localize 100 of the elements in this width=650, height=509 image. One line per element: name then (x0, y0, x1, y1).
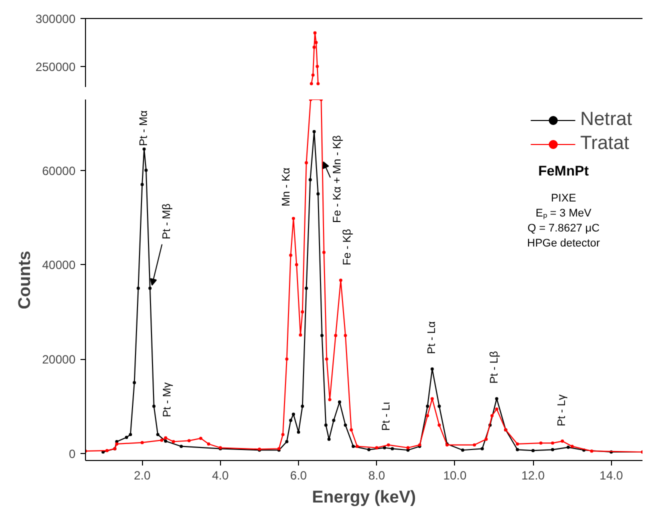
point (304, 161, 308, 164)
point (316, 64, 319, 68)
annotation: Pt - Lγ (556, 394, 568, 426)
point (156, 432, 160, 436)
point (438, 404, 441, 408)
point (140, 182, 144, 186)
y-tick-label: 250000 (35, 60, 76, 74)
point (490, 414, 494, 418)
point (124, 436, 128, 439)
x-tick-label: 12.0 (521, 468, 546, 482)
point (180, 444, 183, 448)
point (344, 424, 348, 427)
point (566, 446, 570, 449)
point (386, 443, 390, 447)
point (539, 441, 542, 445)
legend-label: Tratat (580, 133, 630, 155)
point (128, 432, 132, 436)
point (334, 334, 338, 338)
point (320, 334, 324, 338)
point (332, 418, 336, 422)
point (324, 424, 328, 427)
point (296, 430, 300, 434)
point (531, 448, 535, 452)
point (142, 147, 146, 151)
point (292, 412, 296, 416)
point (285, 357, 288, 361)
point (382, 446, 386, 450)
point (172, 440, 176, 444)
x-tick-label: 14.0 (600, 468, 624, 482)
point (310, 82, 314, 86)
point (328, 398, 332, 402)
legend-label: Netrat (580, 109, 632, 131)
point (140, 440, 144, 444)
point (187, 439, 191, 442)
point (472, 443, 476, 447)
point (316, 192, 320, 196)
point (289, 418, 292, 422)
point (356, 444, 359, 448)
annotation: Fe - Kβ (342, 228, 354, 266)
point (350, 428, 353, 432)
annotation: Q = 7.8627 μC (527, 222, 600, 234)
point (312, 130, 316, 134)
annotation: Fe - Kα + Mn - Kβ (331, 135, 344, 223)
annotation: Pt - Mβ (160, 204, 173, 240)
point (316, 82, 320, 86)
point (570, 444, 574, 448)
point (115, 440, 118, 444)
point (294, 263, 298, 266)
point (430, 397, 434, 400)
point (304, 286, 308, 290)
point (152, 404, 156, 408)
point (344, 334, 348, 338)
point (495, 397, 498, 400)
point (551, 448, 554, 452)
x-axis-title: Energy (keV) (312, 488, 416, 506)
point (551, 441, 554, 445)
point (560, 440, 564, 443)
point (495, 407, 498, 411)
point (426, 414, 430, 418)
point (115, 442, 118, 446)
x-tick-label: 6.0 (290, 468, 308, 482)
point (325, 357, 328, 361)
y-tick-label: 300000 (35, 12, 76, 26)
point (300, 404, 304, 408)
point (438, 424, 441, 427)
y-tick-label: 20000 (42, 352, 76, 367)
point (160, 438, 164, 442)
point (313, 31, 317, 34)
point (516, 448, 520, 452)
point (480, 447, 484, 450)
x-tick-label: 2.0 (134, 468, 151, 482)
point (101, 450, 105, 454)
point (199, 436, 202, 440)
point (516, 442, 520, 446)
point (136, 286, 140, 290)
point (144, 168, 148, 172)
annotation: Pt - Mα (138, 110, 150, 146)
point (406, 446, 410, 450)
point (338, 400, 342, 404)
annotation: Pt - Lβ (488, 351, 501, 384)
point (484, 438, 488, 441)
point (311, 73, 315, 77)
point (327, 438, 331, 441)
point (430, 367, 434, 371)
annotation: Pt - Lα (426, 320, 438, 354)
point (406, 448, 410, 452)
point (461, 448, 464, 452)
point (590, 449, 594, 453)
point (390, 447, 394, 450)
point (426, 404, 430, 408)
point (164, 440, 168, 443)
point (367, 448, 370, 452)
point (339, 278, 342, 282)
point (292, 216, 296, 220)
x-tick-label: 4.0 (212, 468, 230, 482)
annotation: Pt - Mγ (162, 382, 174, 418)
y-axis-title: Counts (15, 250, 34, 310)
point (132, 381, 136, 384)
annotation: PIXE (550, 192, 576, 204)
point (375, 446, 378, 450)
